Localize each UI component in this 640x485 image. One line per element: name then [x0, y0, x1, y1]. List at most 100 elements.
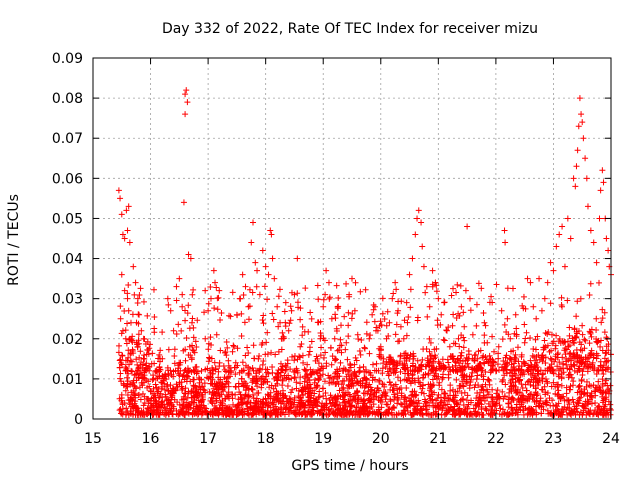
data-point [521, 371, 528, 378]
data-point [430, 360, 437, 367]
data-point [222, 349, 229, 356]
data-point [183, 87, 190, 94]
data-point [161, 371, 168, 378]
data-point [488, 293, 495, 300]
data-point [501, 227, 508, 234]
data-point [501, 393, 508, 400]
data-point [316, 393, 323, 400]
data-point [553, 403, 560, 410]
data-point [315, 408, 322, 415]
data-point [423, 283, 430, 290]
data-point [318, 403, 325, 410]
data-point [410, 393, 417, 400]
data-point [259, 373, 266, 380]
data-point [190, 286, 197, 293]
data-point [264, 402, 271, 409]
data-point [307, 309, 314, 316]
data-point [577, 394, 584, 401]
data-point [119, 231, 126, 238]
data-point [457, 282, 464, 289]
data-point [235, 380, 242, 387]
data-point [429, 267, 436, 274]
data-point [175, 321, 182, 328]
data-point [461, 364, 468, 371]
data-point [198, 367, 205, 374]
data-point [116, 364, 123, 371]
data-point [229, 391, 236, 398]
data-point [215, 379, 222, 386]
data-point [539, 371, 546, 378]
data-point [504, 359, 511, 366]
data-point [155, 404, 162, 411]
data-point [202, 287, 209, 294]
data-point [338, 342, 345, 349]
data-point [544, 399, 551, 406]
data-point [171, 346, 178, 353]
data-point [570, 339, 577, 346]
data-point [374, 384, 381, 391]
data-point [600, 371, 607, 378]
data-point [315, 367, 322, 374]
data-point [394, 338, 401, 345]
data-point [495, 355, 502, 362]
x-tick-label: 15 [84, 431, 102, 447]
data-point [202, 366, 209, 373]
data-point [545, 329, 552, 336]
data-point [557, 411, 564, 418]
data-point [383, 322, 390, 329]
data-point [559, 354, 566, 361]
data-point [396, 386, 403, 393]
data-point [527, 279, 534, 286]
data-point [415, 207, 422, 214]
data-point [127, 350, 134, 357]
data-point [282, 319, 289, 326]
data-point [481, 397, 488, 404]
data-point [439, 374, 446, 381]
data-point [125, 282, 132, 289]
data-point [490, 396, 497, 403]
x-tick-label: 18 [257, 431, 275, 447]
data-point [130, 350, 137, 357]
data-point [299, 392, 306, 399]
data-point [259, 404, 266, 411]
data-point [336, 387, 343, 394]
data-point [206, 388, 213, 395]
data-point [535, 367, 542, 374]
data-point [357, 367, 364, 374]
data-point [143, 360, 150, 367]
data-point [503, 411, 510, 418]
data-point [209, 395, 216, 402]
data-point [140, 355, 147, 362]
data-point [290, 369, 297, 376]
data-point [216, 287, 223, 294]
data-point [119, 405, 126, 412]
data-point [600, 410, 607, 417]
data-point [601, 403, 608, 410]
grid-layer [93, 58, 611, 419]
data-point [571, 406, 578, 413]
data-point [375, 367, 382, 374]
x-tick-labels: 15 16 17 18 19 20 21 22 23 24 [84, 431, 620, 447]
data-point [395, 298, 402, 305]
data-point [261, 283, 268, 290]
data-point [188, 319, 195, 326]
data-point [464, 360, 471, 367]
data-point [126, 336, 133, 343]
data-point [420, 374, 427, 381]
data-point [130, 377, 137, 384]
data-point [577, 295, 584, 302]
data-point [597, 343, 604, 350]
data-point [523, 329, 530, 336]
data-point [253, 283, 260, 290]
data-point [495, 350, 502, 357]
data-point [335, 294, 342, 301]
data-point [597, 358, 604, 365]
data-point [403, 357, 410, 364]
data-point [538, 386, 545, 393]
data-point [574, 147, 581, 154]
data-point [116, 357, 123, 364]
data-point [380, 360, 387, 367]
data-point [185, 251, 192, 258]
data-point [403, 385, 410, 392]
data-point [601, 309, 608, 316]
